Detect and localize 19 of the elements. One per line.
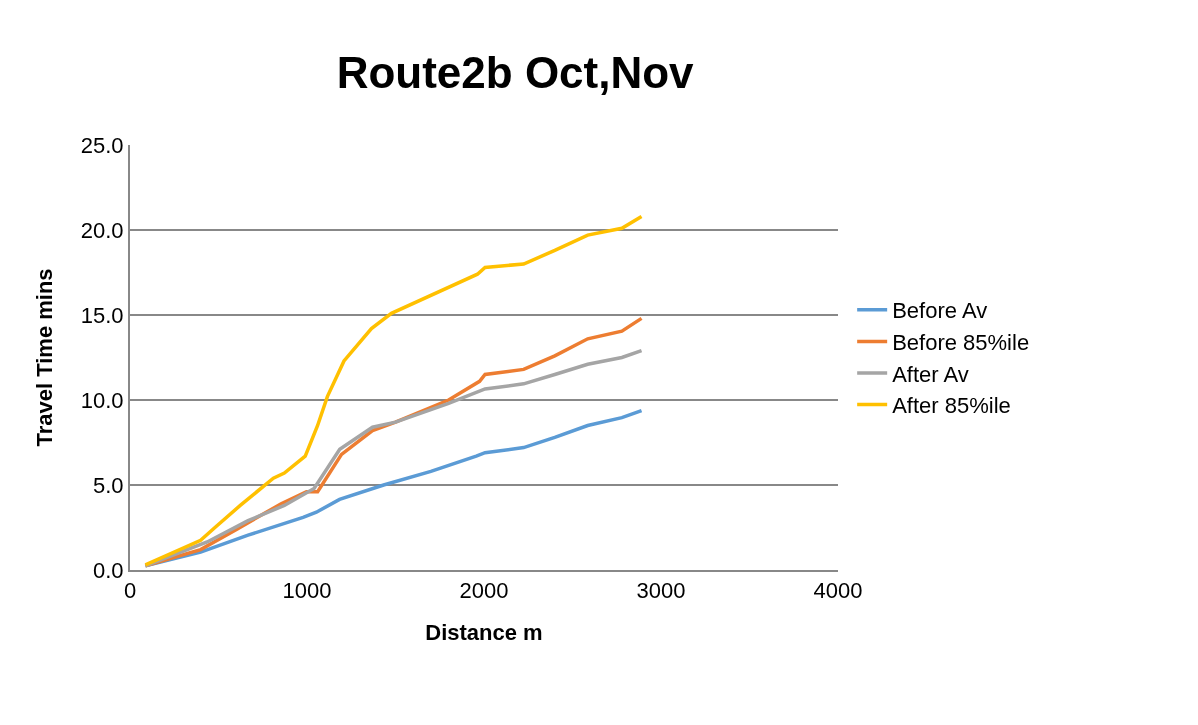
x-axis-title: Distance m [425, 619, 543, 645]
y-tick-label: 20.0 [80, 217, 124, 243]
legend-label: After Av [892, 361, 969, 387]
y-tick-label: 25.0 [80, 132, 124, 158]
y-axis-title: Travel Time mins [32, 268, 58, 447]
y-tick-label: 0.0 [93, 557, 124, 583]
y-tick-label: 15.0 [80, 302, 124, 328]
y-tick-label: 5.0 [93, 472, 124, 498]
line-series [143, 214, 644, 567]
chart-title: Route2b Oct,Nov [336, 47, 695, 97]
x-tick-label: 2000 [459, 578, 509, 604]
y-tick-label: 10.0 [80, 387, 124, 413]
legend-label: Before 85%ile [892, 329, 1030, 355]
x-tick-label: 4000 [813, 578, 863, 604]
legend-label: After 85%ile [892, 393, 1011, 419]
x-tick-label: 0 [123, 578, 137, 604]
x-tick-label: 3000 [636, 578, 686, 604]
x-tick-label: 1000 [282, 578, 332, 604]
legend-label: Before Av [892, 298, 988, 324]
